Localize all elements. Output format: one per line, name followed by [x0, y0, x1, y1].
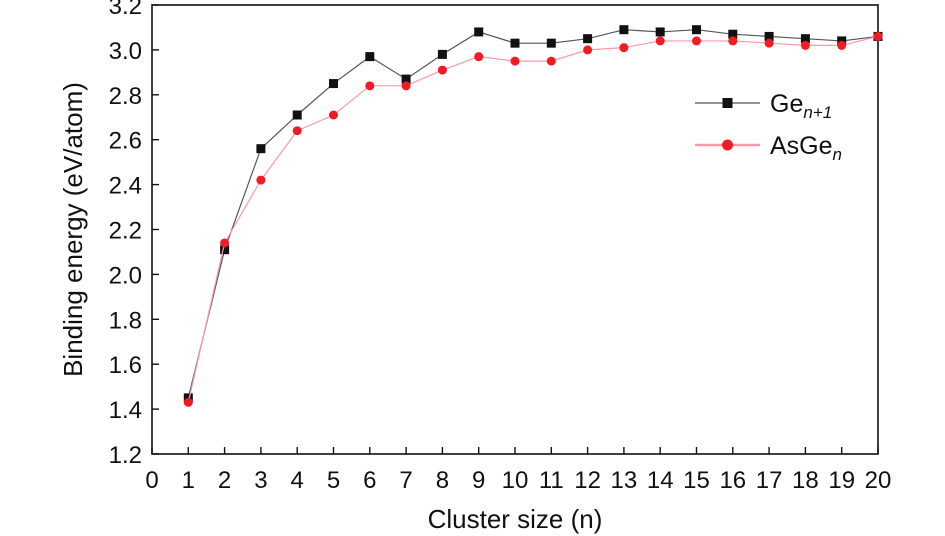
series-gen1-point [692, 25, 701, 35]
x-tick-label: 18 [792, 467, 819, 494]
y-tick-label: 2.2 [109, 218, 142, 245]
series-asgen-point [220, 238, 230, 248]
series-gen1-point [292, 110, 302, 120]
x-tick-label: 6 [363, 467, 376, 494]
x-tick-label: 11 [539, 467, 564, 494]
y-tick-label: 2.4 [109, 173, 142, 200]
series-asgen-point [256, 175, 266, 185]
x-tick-label: 20 [865, 467, 892, 494]
series-gen1-point [474, 27, 484, 37]
legend-gen1-label: Gen+1 [770, 90, 832, 122]
legend-asgen-label-subscript: n [833, 145, 842, 164]
x-tick-label: 10 [502, 467, 529, 494]
series-asgen-point [437, 65, 447, 75]
series-gen1-point [220, 245, 230, 255]
series-gen1-point [583, 34, 593, 44]
x-tick-label: 16 [719, 467, 746, 494]
series-gen1-point [437, 49, 447, 59]
y-tick-label: 3.0 [109, 38, 142, 65]
series-gen1-point [365, 52, 375, 62]
legend-asgen-label: AsGen [770, 132, 842, 164]
series-asgen-point [365, 81, 375, 91]
series-asgen-point [692, 36, 701, 46]
series-asgen-point [401, 81, 411, 91]
series-gen1-point [764, 31, 774, 41]
x-axis-title: Cluster size (n) [428, 504, 603, 534]
series-gen1-line [187, 29, 879, 399]
x-tick-label: 13 [611, 467, 638, 494]
series-gen1-point [546, 38, 556, 48]
series-asgen-point [546, 56, 556, 66]
x-tick-label: 9 [472, 467, 485, 494]
tick-labels: 0 1 2 3 4 5 6 7 8 9 10 11 12 13 14 15 16 17 18 19 201.21.41.… [109, 0, 892, 494]
series-gen1-point [256, 144, 266, 154]
x-tick-label: 12 [574, 467, 601, 494]
x-tick-label: 2 [218, 467, 231, 494]
series-asgen-point [655, 36, 665, 46]
x-tick-label: 1 [182, 467, 195, 494]
x-tick-label: 17 [756, 467, 783, 494]
x-tick-label: 4 [291, 467, 304, 494]
y-tick-label: 1.2 [109, 442, 142, 469]
series-gen1-point [800, 34, 810, 44]
x-tick-label: 15 [683, 467, 710, 494]
axes [151, 4, 879, 455]
series-asgen-point [329, 110, 338, 120]
series-asgen-point [183, 397, 193, 407]
series-asgen-point [510, 56, 520, 66]
series-asgen-point [764, 38, 774, 48]
y-axis-title: Binding energy (eV/atom) [58, 82, 88, 377]
x-tick-label: 7 [399, 467, 412, 494]
series-asgen-point [800, 40, 810, 50]
y-tick-label: 3.2 [109, 0, 142, 20]
x-tick-label: 8 [436, 467, 449, 494]
series-asgen-point [873, 31, 883, 41]
x-tick-label: 5 [327, 467, 340, 494]
series-asgen-point [583, 45, 593, 55]
series-gen1-point [728, 29, 738, 39]
legend-asgen-marker [722, 139, 733, 151]
legend-gen1-label-subscript: n+1 [803, 103, 832, 122]
series-gen1-point [329, 79, 338, 89]
legend-asgen-label-base: AsGe [770, 132, 833, 160]
y-tick-label: 1.4 [109, 397, 142, 424]
x-tick-label: 19 [828, 467, 855, 494]
y-tick-label: 2.0 [109, 262, 142, 289]
x-tick-label: 0 [145, 467, 158, 494]
series-gen1-point [510, 38, 520, 48]
series-asgen-point [619, 43, 629, 53]
series-gen1-point [619, 25, 629, 35]
series-gen1-point [401, 74, 411, 84]
y-tick-label: 2.8 [109, 83, 142, 110]
x-tick-label: 14 [647, 467, 674, 494]
x-tick-label: 3 [254, 467, 267, 494]
y-tick-label: 2.6 [109, 128, 142, 155]
series-asgen-line [187, 35, 879, 403]
series-asgen-point [728, 36, 738, 46]
legend: Gen+1 AsGen [695, 90, 842, 164]
series-layer [183, 25, 883, 407]
series-asgen-point [292, 126, 302, 136]
series-asgen-point [474, 52, 484, 62]
legend-gen1-marker [722, 98, 733, 108]
series-gen1-point [655, 27, 665, 37]
y-tick-label: 1.8 [109, 307, 142, 334]
series-asgen-point [837, 40, 847, 50]
y-tick-label: 1.6 [109, 352, 142, 379]
legend-gen1-label-base: Ge [770, 90, 803, 118]
